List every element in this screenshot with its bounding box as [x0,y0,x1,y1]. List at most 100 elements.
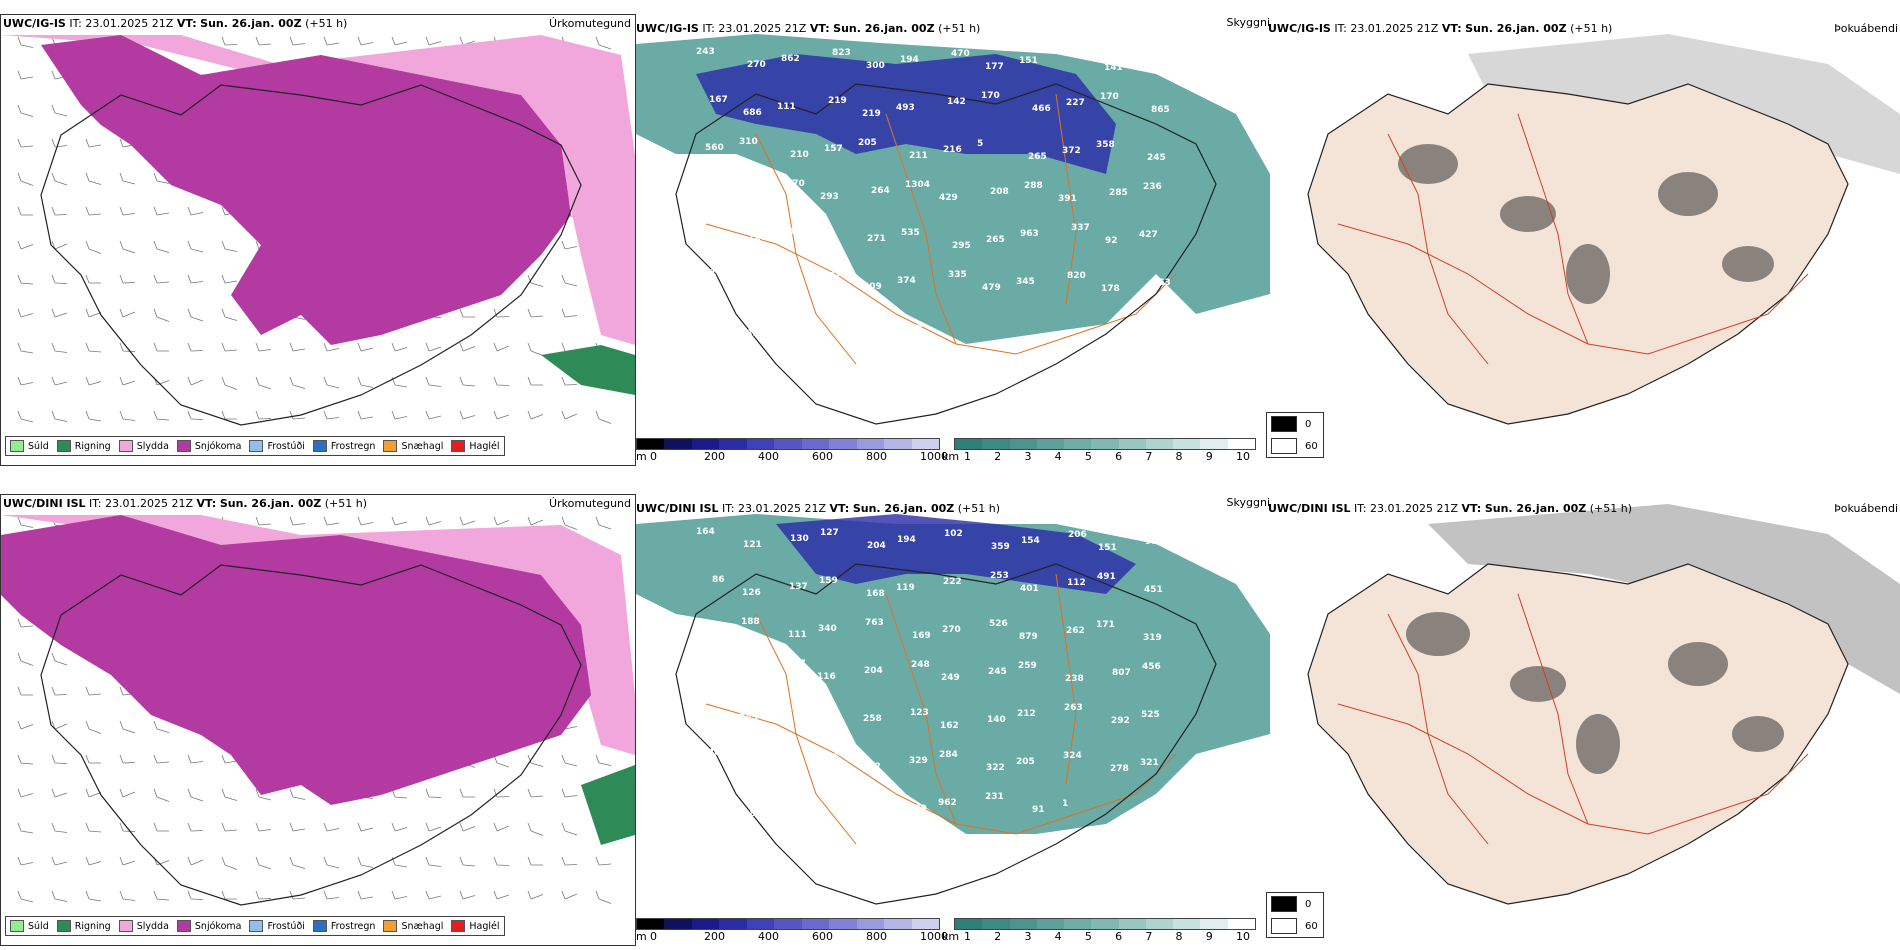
wind-barb [391,890,408,900]
wind-barb [391,376,408,388]
wind-barb [459,410,476,420]
model-name: UWC/IG-IS [1268,22,1331,35]
road-network [705,573,1177,845]
legend-label: Slydda [136,920,169,932]
wind-barb [459,822,476,832]
ceiling-value: 263 [1064,703,1083,713]
wind-barb [527,410,544,420]
wind-barb [323,516,340,526]
wind-barb [51,652,68,666]
wind-barb [17,308,34,318]
fog-shading [1398,144,1774,304]
colorbar-cell [1145,439,1174,449]
colorbar-cell [1118,919,1146,929]
wind-barb [459,890,476,900]
model-name: UWC/DINI ISL [3,497,86,510]
fog-legend-swatch [1271,438,1297,454]
precip-map-svg [1,35,635,426]
wind-barb [493,376,510,386]
ceiling-value: 157 [782,227,801,237]
ceiling-value: 130 [790,534,809,544]
colorbar-tick: 1 [964,450,971,463]
wind-barb [323,410,340,420]
ceiling-value: 259 [1018,661,1037,671]
wind-barb [391,342,408,352]
wind-barb [187,410,204,420]
ceiling-value: 560 [705,143,724,153]
wind-barb [221,856,238,870]
wind-barb [85,410,102,422]
precip-legend: Súld Rigning Slydda Snjókoma Frostúði Frostre… [5,916,505,936]
wind-barb [527,308,544,318]
ceiling-value: 525 [1141,710,1160,720]
ceiling-value: 164 [696,527,715,537]
ceiling-value: 313 [709,719,728,729]
lead-time: (+51 h) [305,17,348,30]
legend-item: Frostúði [249,440,305,452]
wind-barb [17,856,34,866]
wind-barb [85,240,102,254]
ceiling-value: 463 [1152,278,1171,288]
wind-barb [17,206,33,216]
wind-barb [221,376,238,390]
ceiling-value: 210 [790,150,809,160]
colorbar-cell [1091,439,1119,449]
colorbar-tick: 10 [1236,450,1250,463]
wind-barb [17,138,34,148]
ceiling-value: 386 [706,316,725,326]
legend-swatch [249,920,264,932]
ceiling-value: 293 [820,192,839,202]
wind-barb [51,172,68,186]
wind-barb [119,890,136,901]
wind-barb [357,410,374,420]
ceiling-value: 236 [1143,182,1162,192]
ceiling-value: 865 [1151,105,1170,115]
ceiling-value: 345 [1016,277,1035,287]
ceiling-values: 1641211301272041941023591542061519886126… [696,527,1163,819]
colorbar-tick: 10 [1236,930,1250,943]
wind-barb [187,754,204,764]
wind-barb [51,104,68,117]
lead-time: (+51 h) [324,497,368,510]
wind-barb [493,516,510,526]
wind-barb [255,410,272,420]
low-cloud-area [696,54,1116,174]
fog-map-row1: UWC/IG-IS IT: 23.01.2025 21Z VT: Sun. 26… [1268,14,1900,454]
wind-barb [493,342,510,352]
valid-time: Sun. 26.jan. 00Z [1484,502,1587,515]
colorbar-tick: 8 [1175,930,1183,943]
precip-map-row1: UWC/IG-IS IT: 23.01.2025 21Z VT: Sun. 26… [0,14,636,466]
cloud-map-row1: 243 270 862 823 300 194 470 177 151 128 141 163 167 6… [636,14,1270,464]
ceiling-value: 137 [789,582,808,592]
lead-time: (+51 h) [938,22,981,35]
legend-item: Frostregn [312,920,375,932]
ceiling-values: 243 270 862 823 300 194 470 177 151 128 141 163 167 6… [696,47,1171,339]
ceiling-value: 429 [939,193,958,203]
ceiling-value: 264 [871,186,890,196]
wind-barb [187,822,204,832]
colorbar-tick: 3 [1024,930,1032,943]
wind-barb [187,274,204,284]
wind-barb [255,856,272,870]
ceiling-value: 402 [708,748,727,758]
ceiling-value: 456 [1142,662,1161,672]
fog-legend-label: 0 [1305,418,1312,430]
ceiling-value: 249 [941,673,960,683]
fog-legend-label: 60 [1305,920,1318,932]
colorbar-cell [691,439,720,449]
wind-barb [17,36,34,48]
ceiling-value: 526 [989,619,1008,629]
wind-barb [119,172,136,185]
ceiling-value: 111 [788,630,807,640]
ceiling-value: 391 [1058,194,1077,204]
legend-label: Súld [28,440,49,452]
wind-barb [221,822,238,832]
ceiling-value: 84 [825,317,838,327]
legend-label: Slydda [136,440,169,452]
colorbar-tick: 6 [1115,930,1123,943]
colorbar-cell [955,919,983,929]
model-name: UWC/IG-IS [3,17,66,30]
wind-barb [289,856,306,869]
wind-barb [425,410,442,420]
wind-barb [289,36,306,46]
